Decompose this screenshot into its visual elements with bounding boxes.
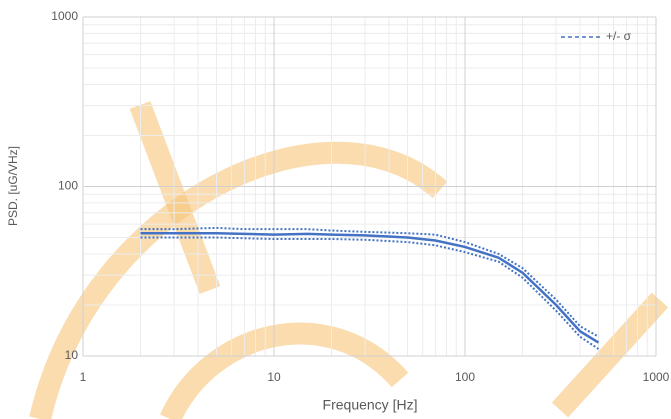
- watermark: [40, 105, 660, 419]
- y-axis-title: PSD. [uG/VHz]: [6, 146, 20, 226]
- y-tick-label: 10: [65, 348, 79, 362]
- x-tick-label: 100: [455, 370, 475, 384]
- legend-label: +/- σ: [606, 29, 632, 43]
- y-tick-label: 1000: [51, 9, 78, 23]
- x-tick-label: 1: [80, 370, 87, 384]
- x-tick-label: 10: [267, 370, 281, 384]
- chart: PSD. [uG/VHz] Frequency [Hz] 11010010001…: [0, 0, 671, 419]
- x-tick-label: 1000: [643, 370, 670, 384]
- y-tick-label: 100: [58, 179, 78, 193]
- x-axis-title: Frequency [Hz]: [323, 397, 418, 413]
